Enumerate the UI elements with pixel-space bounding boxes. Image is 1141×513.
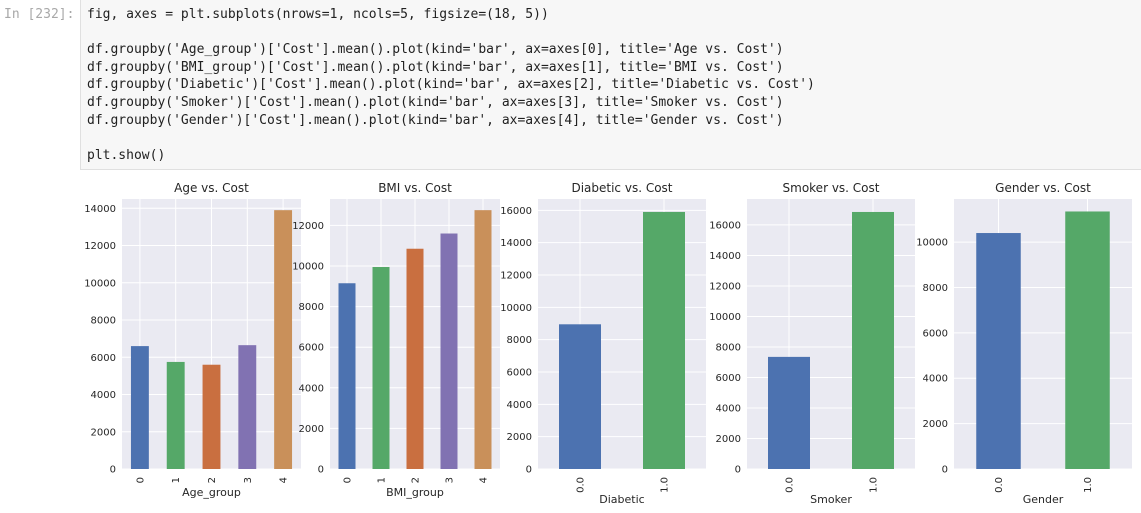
y-tick-label: 2000 bbox=[91, 427, 116, 438]
x-axis-label: Smoker bbox=[810, 493, 852, 506]
bar bbox=[643, 211, 685, 469]
code-block: fig, axes = plt.subplots(nrows=1, ncols=… bbox=[81, 0, 1141, 164]
x-tick-label: 1.0 bbox=[1083, 477, 1094, 493]
chart-title: BMI vs. Cost bbox=[378, 181, 452, 195]
bar bbox=[238, 345, 257, 469]
y-tick-label: 4000 bbox=[507, 400, 532, 411]
bar bbox=[852, 211, 894, 469]
y-tick-label: 4000 bbox=[91, 390, 116, 401]
bar bbox=[166, 361, 185, 469]
bar bbox=[768, 356, 810, 469]
chart-title: Gender vs. Cost bbox=[995, 181, 1091, 195]
code-line: df.groupby('Diabetic')['Cost'].mean().pl… bbox=[87, 77, 815, 93]
x-tick-label: 2 bbox=[207, 477, 218, 483]
bar bbox=[559, 324, 601, 469]
y-tick-label: 8000 bbox=[923, 283, 948, 294]
x-tick-label: 1 bbox=[171, 477, 182, 483]
x-tick-label: 0 bbox=[135, 477, 146, 483]
y-tick-label: 10000 bbox=[500, 303, 532, 314]
bar bbox=[202, 364, 221, 469]
x-axis-label: Diabetic bbox=[599, 493, 644, 506]
y-tick-label: 4000 bbox=[299, 383, 324, 394]
y-tick-label: 14000 bbox=[84, 204, 116, 215]
y-tick-label: 8000 bbox=[507, 335, 532, 346]
y-tick-label: 8000 bbox=[91, 316, 116, 327]
y-tick-label: 0 bbox=[526, 465, 532, 476]
y-tick-label: 10000 bbox=[709, 312, 741, 323]
cell-prompt: In [232]: bbox=[4, 7, 75, 22]
y-tick-label: 10000 bbox=[84, 278, 116, 289]
code-line: df.groupby('BMI_group')['Cost'].mean().p… bbox=[87, 59, 784, 75]
y-tick-label: 0 bbox=[318, 465, 324, 476]
y-tick-label: 6000 bbox=[716, 373, 741, 384]
x-axis-label: Gender bbox=[1023, 493, 1064, 506]
bar bbox=[338, 283, 356, 469]
y-tick-label: 2000 bbox=[299, 424, 324, 435]
x-tick-label: 1.0 bbox=[869, 477, 880, 493]
bar bbox=[976, 233, 1021, 469]
y-tick-label: 10000 bbox=[916, 238, 948, 249]
y-tick-label: 14000 bbox=[709, 251, 741, 262]
y-tick-label: 6000 bbox=[923, 328, 948, 339]
y-tick-label: 0 bbox=[942, 465, 948, 476]
y-tick-label: 6000 bbox=[299, 343, 324, 354]
y-tick-label: 14000 bbox=[500, 238, 532, 249]
y-tick-label: 12000 bbox=[84, 241, 116, 252]
x-tick-label: 4 bbox=[279, 477, 290, 483]
code-line: df.groupby('Gender')['Cost'].mean().plot… bbox=[87, 112, 784, 128]
x-axis-label: Age_group bbox=[182, 486, 241, 499]
x-tick-label: 2 bbox=[411, 477, 422, 483]
y-tick-label: 2000 bbox=[923, 419, 948, 430]
x-tick-label: 0 bbox=[343, 477, 354, 483]
y-tick-label: 2000 bbox=[716, 434, 741, 445]
x-tick-label: 3 bbox=[445, 477, 456, 483]
x-tick-label: 3 bbox=[243, 477, 254, 483]
y-tick-label: 4000 bbox=[716, 403, 741, 414]
code-cell-input[interactable]: fig, axes = plt.subplots(nrows=1, ncols=… bbox=[80, 0, 1141, 170]
bar bbox=[406, 248, 424, 469]
y-tick-label: 12000 bbox=[709, 281, 741, 292]
y-tick-label: 16000 bbox=[709, 220, 741, 231]
bar bbox=[372, 267, 390, 469]
y-tick-label: 0 bbox=[110, 465, 116, 476]
code-line: fig, axes = plt.subplots(nrows=1, ncols=… bbox=[87, 7, 549, 22]
bar bbox=[274, 210, 293, 469]
y-tick-label: 6000 bbox=[91, 353, 116, 364]
bar bbox=[130, 346, 149, 469]
x-tick-label: 0.0 bbox=[994, 477, 1005, 493]
y-tick-label: 0 bbox=[735, 465, 741, 476]
chart-title: Diabetic vs. Cost bbox=[571, 181, 672, 195]
y-tick-label: 4000 bbox=[923, 374, 948, 385]
y-tick-label: 12000 bbox=[500, 270, 532, 281]
y-tick-label: 12000 bbox=[292, 221, 324, 232]
code-line: df.groupby('Age_group')['Cost'].mean().p… bbox=[87, 42, 784, 58]
x-tick-label: 0.0 bbox=[785, 477, 796, 493]
y-tick-label: 8000 bbox=[299, 302, 324, 313]
y-tick-label: 10000 bbox=[292, 261, 324, 272]
y-tick-label: 16000 bbox=[500, 206, 532, 217]
y-tick-label: 2000 bbox=[507, 432, 532, 443]
code-line: plt.show() bbox=[87, 147, 166, 163]
bar bbox=[1065, 211, 1110, 469]
x-axis-label: BMI_group bbox=[386, 486, 444, 499]
code-line: df.groupby('Smoker')['Cost'].mean().plot… bbox=[87, 94, 784, 110]
y-tick-label: 8000 bbox=[716, 342, 741, 353]
bar bbox=[440, 233, 458, 469]
x-tick-label: 1.0 bbox=[660, 477, 671, 493]
y-tick-label: 6000 bbox=[507, 367, 532, 378]
x-tick-label: 1 bbox=[377, 477, 388, 483]
x-tick-label: 0.0 bbox=[576, 477, 587, 493]
bar bbox=[474, 210, 492, 470]
chart-title: Age vs. Cost bbox=[174, 181, 249, 195]
chart-title: Smoker vs. Cost bbox=[783, 181, 880, 195]
x-tick-label: 4 bbox=[479, 477, 490, 483]
